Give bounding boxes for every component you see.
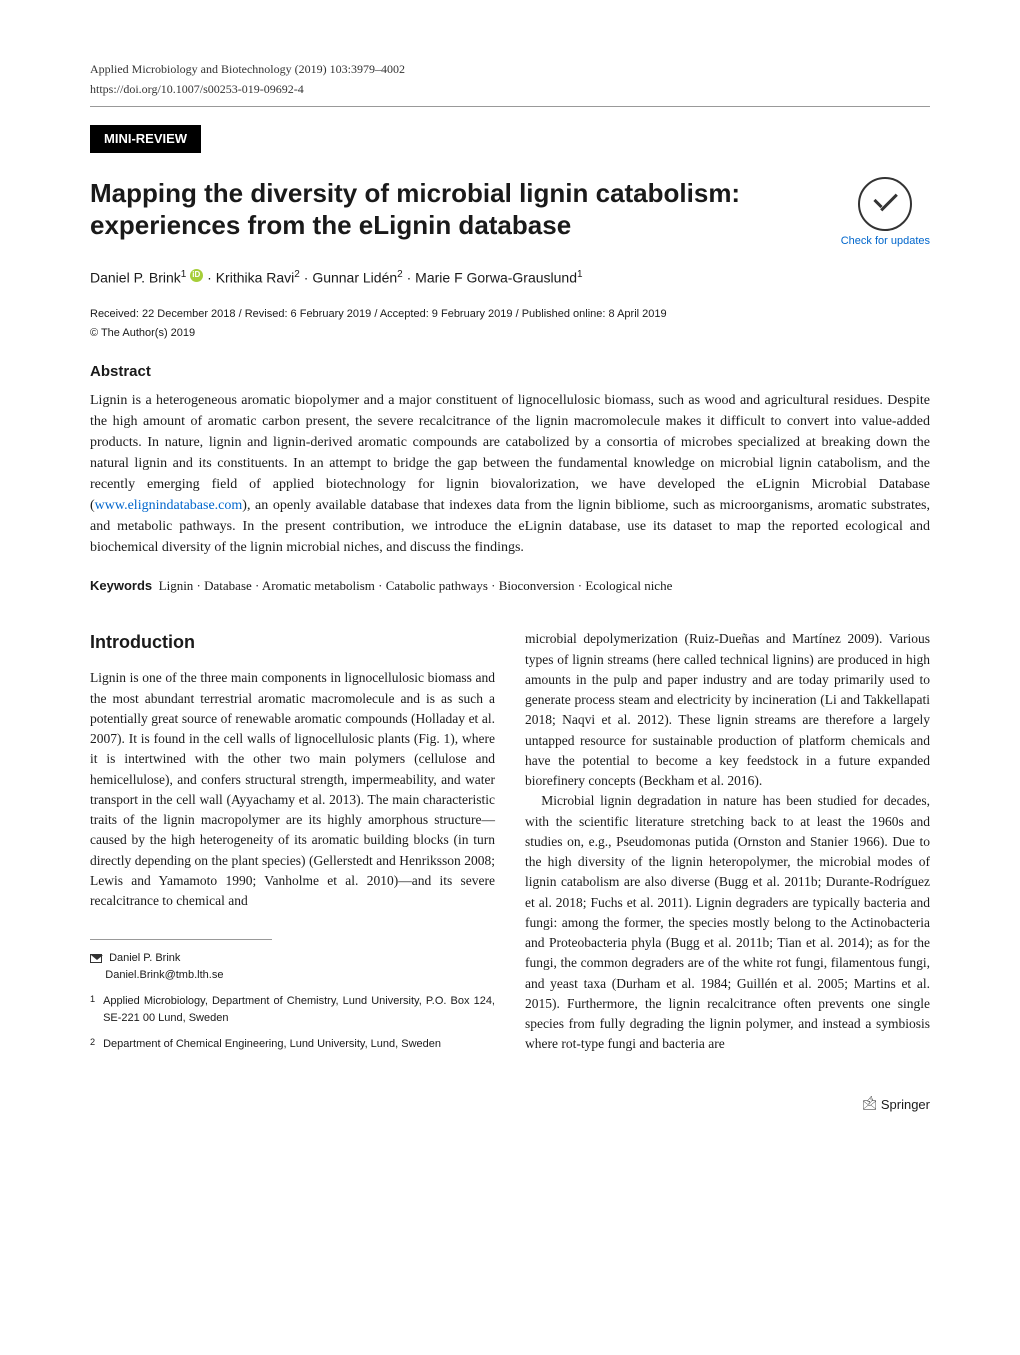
abstract-body: Lignin is a heterogeneous aromatic biopo… bbox=[90, 390, 930, 558]
abstract-text-pre: Lignin is a heterogeneous aromatic biopo… bbox=[90, 393, 930, 513]
article-dates: Received: 22 December 2018 / Revised: 6 … bbox=[90, 306, 930, 323]
introduction-heading: Introduction bbox=[90, 629, 495, 656]
affil-2-text: Department of Chemical Engineering, Lund… bbox=[103, 1036, 441, 1053]
title-row: Mapping the diversity of microbial ligni… bbox=[90, 177, 930, 247]
article-title: Mapping the diversity of microbial ligni… bbox=[90, 177, 821, 242]
keywords-line: Keywords Lignin · Database · Aromatic me… bbox=[90, 576, 930, 596]
check-updates-icon bbox=[858, 177, 912, 231]
author-3-affil: 2 bbox=[397, 269, 403, 280]
author-3[interactable]: Gunnar Lidén bbox=[312, 269, 397, 285]
affil-1-number: 1 bbox=[90, 993, 95, 1026]
affil-2-number: 2 bbox=[90, 1036, 95, 1053]
intro-left-paragraph: Lignin is one of the three main componen… bbox=[90, 668, 495, 911]
two-column-body: Introduction Lignin is one of the three … bbox=[90, 629, 930, 1054]
mail-icon bbox=[90, 954, 102, 963]
orcid-icon[interactable] bbox=[190, 269, 203, 282]
corresponding-author: Daniel P. Brink bbox=[109, 952, 180, 964]
doi-link[interactable]: https://doi.org/10.1007/s00253-019-09692… bbox=[90, 80, 930, 98]
corresponding-email[interactable]: Daniel.Brink@tmb.lth.se bbox=[105, 969, 223, 981]
article-type-tag: MINI-REVIEW bbox=[90, 125, 201, 153]
author-2[interactable]: Krithika Ravi bbox=[216, 269, 295, 285]
check-updates-widget[interactable]: Check for updates bbox=[841, 177, 930, 247]
affiliation-1: 1 Applied Microbiology, Department of Ch… bbox=[90, 993, 495, 1026]
intro-right-paragraph-2: Microbial lignin degradation in nature h… bbox=[525, 791, 930, 1054]
affil-1-text: Applied Microbiology, Department of Chem… bbox=[103, 993, 495, 1026]
publisher-footer: 🖄 Springer bbox=[90, 1095, 930, 1115]
keywords-value: Lignin · Database · Aromatic metabolism … bbox=[159, 578, 673, 593]
header-rule bbox=[90, 106, 930, 107]
author-2-affil: 2 bbox=[294, 269, 300, 280]
keywords-label: Keywords bbox=[90, 578, 152, 593]
left-column: Introduction Lignin is one of the three … bbox=[90, 629, 495, 1054]
intro-right-paragraph-1: microbial depolymerization (Ruiz-Dueñas … bbox=[525, 629, 930, 791]
author-1[interactable]: Daniel P. Brink bbox=[90, 269, 181, 285]
journal-citation: Applied Microbiology and Biotechnology (… bbox=[90, 60, 405, 78]
author-1-affil: 1 bbox=[181, 269, 187, 280]
author-4-affil: 1 bbox=[577, 269, 583, 280]
check-updates-label: Check for updates bbox=[841, 235, 930, 247]
database-link[interactable]: www.elignindatabase.com bbox=[95, 498, 243, 513]
abstract-heading: Abstract bbox=[90, 361, 930, 384]
correspondence-rule bbox=[90, 939, 272, 940]
right-column: microbial depolymerization (Ruiz-Dueñas … bbox=[525, 629, 930, 1054]
author-4[interactable]: Marie F Gorwa-Grauslund bbox=[415, 269, 577, 285]
correspondence-block: Daniel P. Brink Daniel.Brink@tmb.lth.se bbox=[90, 950, 495, 983]
page-header: Applied Microbiology and Biotechnology (… bbox=[90, 60, 930, 78]
copyright-line: © The Author(s) 2019 bbox=[90, 325, 930, 342]
authors-line: Daniel P. Brink1 · Krithika Ravi2 · Gunn… bbox=[90, 267, 930, 289]
affiliation-2: 2 Department of Chemical Engineering, Lu… bbox=[90, 1036, 495, 1053]
